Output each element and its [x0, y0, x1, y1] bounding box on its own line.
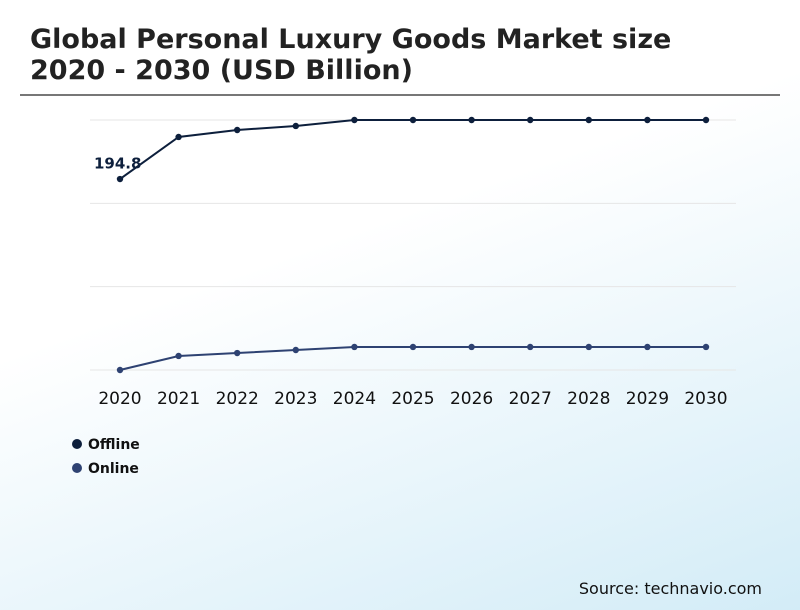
point [292, 346, 299, 354]
x-tick-label: 2029 [626, 389, 669, 409]
x-tick-label: 2022 [216, 389, 259, 409]
point [116, 175, 124, 183]
title-rule [20, 94, 780, 96]
legend-marker [72, 463, 82, 473]
x-tick-label: 2024 [333, 389, 376, 409]
point [702, 116, 710, 124]
x-tick-label: 2020 [98, 389, 141, 409]
x-tick-label: 2021 [157, 389, 200, 409]
point [468, 343, 475, 351]
point [234, 349, 241, 357]
point [644, 343, 651, 351]
point [175, 133, 182, 141]
point [409, 116, 417, 124]
x-tick-label: 2027 [509, 389, 552, 409]
point [527, 116, 534, 124]
point [585, 116, 592, 124]
x-tick-label: 2025 [391, 389, 434, 409]
legend-label: Online [88, 461, 139, 477]
point [585, 343, 592, 351]
x-tick-label: 2023 [274, 389, 317, 409]
point [351, 116, 358, 124]
source: Source: technavio.com [578, 579, 762, 598]
point [175, 352, 182, 360]
point [409, 343, 417, 351]
x-tick-label: 2028 [567, 389, 610, 409]
x-tick-label: 2026 [450, 389, 493, 409]
line [119, 119, 706, 180]
point [234, 126, 241, 134]
point [527, 343, 534, 351]
x-tick-label: 2030 [684, 389, 727, 409]
point [351, 343, 358, 351]
chart-title: Global Personal Luxury Goods Market size… [30, 24, 672, 86]
legend-label: Offline [88, 437, 140, 453]
point [468, 116, 475, 124]
point [644, 116, 651, 124]
point [702, 343, 710, 351]
data-label: 194.8 [94, 155, 141, 173]
line [119, 345, 706, 371]
legend-marker [72, 439, 82, 449]
point [116, 366, 124, 374]
point [292, 122, 299, 130]
